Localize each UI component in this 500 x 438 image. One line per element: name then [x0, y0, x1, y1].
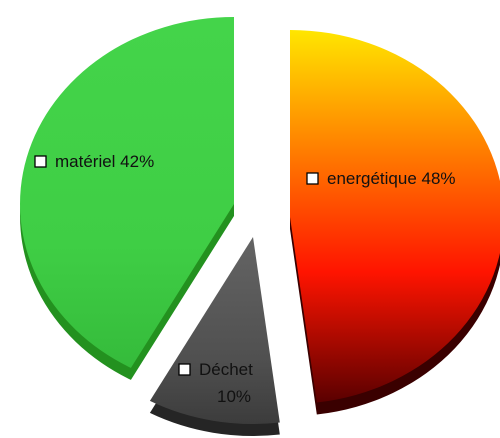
- slice-label-text-energetique: energétique 48%: [327, 169, 456, 188]
- legend-marker-icon: [34, 155, 47, 168]
- slice-label-text-materiel: matériel 42%: [55, 152, 154, 171]
- slice-label-energetique: energétique 48%: [306, 169, 456, 188]
- slice-label-materiel: matériel 42%: [34, 152, 154, 171]
- legend-marker-icon: [178, 363, 191, 376]
- slice-label-dechet: Déchet 10%: [178, 360, 253, 406]
- legend-marker-icon: [306, 172, 319, 185]
- pie-slice-energetique: [290, 30, 500, 403]
- slice-label-text-dechet: 10%: [217, 387, 251, 406]
- pie-slice-materiel: [19, 17, 234, 368]
- pie-slice-dechet: [149, 237, 280, 424]
- slice-label-text-dechet: Déchet: [199, 360, 253, 379]
